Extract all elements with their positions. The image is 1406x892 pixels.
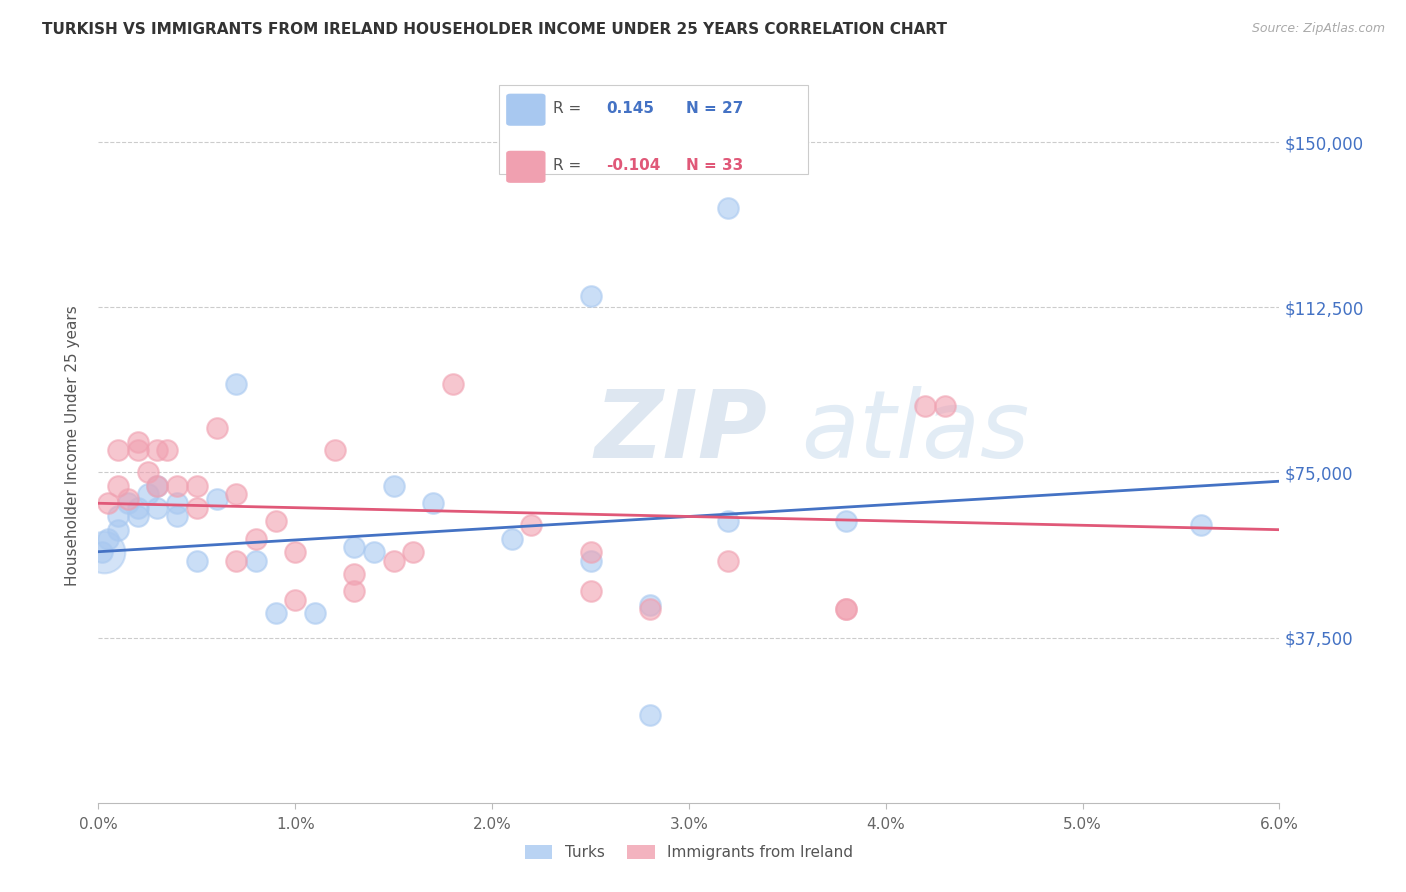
Text: 0.145: 0.145 bbox=[606, 101, 654, 116]
Point bbox=[343, 566, 366, 581]
Y-axis label: Householder Income Under 25 years: Householder Income Under 25 years bbox=[65, 306, 80, 586]
Point bbox=[835, 514, 858, 528]
Point bbox=[579, 545, 602, 559]
Point bbox=[127, 500, 149, 515]
Point bbox=[520, 518, 543, 533]
Point bbox=[107, 478, 129, 492]
Text: N = 27: N = 27 bbox=[686, 101, 744, 116]
Point bbox=[93, 545, 115, 559]
Text: Source: ZipAtlas.com: Source: ZipAtlas.com bbox=[1251, 22, 1385, 36]
Point bbox=[127, 443, 149, 458]
Legend: Turks, Immigrants from Ireland: Turks, Immigrants from Ireland bbox=[519, 839, 859, 866]
Point bbox=[225, 377, 247, 392]
Point bbox=[363, 545, 385, 559]
Text: R =: R = bbox=[553, 158, 581, 173]
Point bbox=[225, 553, 247, 567]
Point bbox=[579, 289, 602, 303]
Point bbox=[717, 514, 740, 528]
Point bbox=[245, 532, 267, 546]
Point bbox=[717, 201, 740, 215]
Point bbox=[264, 607, 287, 621]
Point bbox=[205, 491, 228, 506]
Point bbox=[402, 545, 425, 559]
Point bbox=[136, 487, 159, 501]
Point bbox=[186, 553, 208, 567]
Point bbox=[166, 509, 188, 524]
Point bbox=[264, 514, 287, 528]
Point bbox=[422, 496, 444, 510]
Point bbox=[186, 478, 208, 492]
Point bbox=[835, 602, 858, 616]
Point bbox=[284, 545, 307, 559]
Point bbox=[245, 553, 267, 567]
Point bbox=[156, 443, 179, 458]
Point bbox=[107, 523, 129, 537]
Point bbox=[304, 607, 326, 621]
Text: TURKISH VS IMMIGRANTS FROM IRELAND HOUSEHOLDER INCOME UNDER 25 YEARS CORRELATION: TURKISH VS IMMIGRANTS FROM IRELAND HOUSE… bbox=[42, 22, 948, 37]
Point bbox=[97, 496, 120, 510]
Point bbox=[146, 443, 169, 458]
Point bbox=[579, 553, 602, 567]
Point bbox=[91, 545, 114, 559]
Point bbox=[638, 598, 661, 612]
Point bbox=[323, 443, 346, 458]
Point bbox=[107, 509, 129, 524]
Point bbox=[343, 541, 366, 555]
Point bbox=[717, 553, 740, 567]
Point bbox=[186, 500, 208, 515]
Text: N = 33: N = 33 bbox=[686, 158, 744, 173]
Point bbox=[343, 584, 366, 599]
Point bbox=[117, 496, 139, 510]
Text: -0.104: -0.104 bbox=[606, 158, 661, 173]
Point bbox=[146, 478, 169, 492]
Point bbox=[638, 707, 661, 722]
Point bbox=[166, 496, 188, 510]
Point bbox=[205, 421, 228, 435]
Point bbox=[382, 553, 405, 567]
Point bbox=[136, 466, 159, 480]
Point bbox=[934, 400, 956, 414]
Point bbox=[127, 434, 149, 449]
Point bbox=[97, 532, 120, 546]
Point bbox=[441, 377, 464, 392]
Text: R =: R = bbox=[553, 101, 581, 116]
Point bbox=[382, 478, 405, 492]
Point bbox=[835, 602, 858, 616]
Point bbox=[1189, 518, 1212, 533]
Point bbox=[146, 478, 169, 492]
Point bbox=[127, 509, 149, 524]
Text: atlas: atlas bbox=[801, 386, 1029, 477]
Point bbox=[638, 602, 661, 616]
Point bbox=[284, 593, 307, 607]
Point bbox=[579, 584, 602, 599]
Point bbox=[225, 487, 247, 501]
Point bbox=[501, 532, 523, 546]
Point bbox=[117, 491, 139, 506]
Point bbox=[166, 478, 188, 492]
Point bbox=[914, 400, 936, 414]
Text: ZIP: ZIP bbox=[595, 385, 768, 478]
Point bbox=[107, 443, 129, 458]
Point bbox=[146, 500, 169, 515]
